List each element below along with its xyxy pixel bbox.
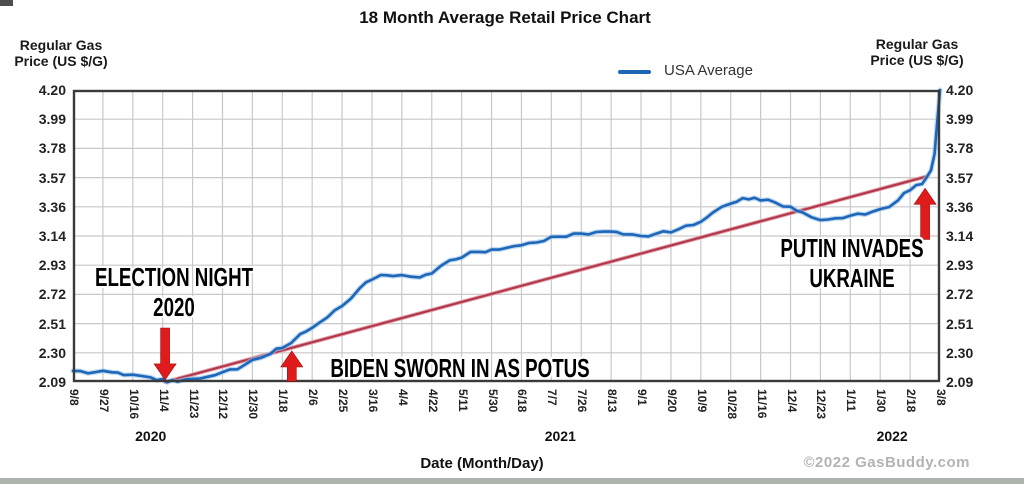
- y-tick-label-right: 2.09: [946, 374, 974, 390]
- x-tick-label: 3/16: [365, 389, 380, 413]
- chart-title: 18 Month Average Retail Price Chart: [359, 8, 651, 27]
- x-tick-label: 2/25: [336, 389, 351, 413]
- x-tick-label: 5/11: [455, 389, 470, 412]
- y-tick-label-right: 3.99: [946, 111, 974, 128]
- y-tick-label-right: 3.14: [946, 228, 974, 244]
- x-tick-label: 2/18: [904, 389, 919, 413]
- x-tick-label: 3/8: [934, 389, 948, 406]
- x-tick-label: 4/4: [395, 389, 410, 406]
- y-tick-label-right: 2.93: [946, 257, 974, 274]
- annotation-text-line: ELECTION NIGHT: [94, 262, 254, 292]
- annotation-label-biden-sworn-in: BIDEN SWORN IN AS POTUS: [280, 353, 640, 383]
- annotation-arrow-election-night: [153, 327, 177, 381]
- y-tick-label-left: 3.78: [38, 140, 66, 157]
- annotation-label-putin-invades-ukraine: PUTIN INVADES UKRAINE: [753, 233, 952, 293]
- legend-line-swatch: [618, 70, 651, 74]
- y-tick-label-left: 2.72: [38, 286, 66, 303]
- y-axis-title-left-line2: Price (US $/G): [14, 53, 108, 69]
- y-axis-title-left-line1: Regular Gas: [19, 37, 103, 53]
- y-axis-title-left: Regular Gas Price (US $/G): [2, 37, 120, 69]
- annotation-arrow-putin-invades-ukraine: [913, 187, 937, 240]
- annotation-text-line: 2020: [153, 292, 195, 322]
- x-tick-label: 1/30: [874, 389, 889, 413]
- annotation-text-line: PUTIN INVADES: [780, 233, 924, 263]
- x-tick-label: 6/18: [515, 389, 530, 413]
- plot-area: [70, 87, 943, 385]
- x-tick-label: 12/4: [784, 389, 799, 413]
- y-tick-label-left: 2.51: [38, 315, 66, 332]
- year-label-2020: 2020: [135, 428, 167, 444]
- y-tick-label-right: 2.72: [946, 286, 974, 303]
- year-label-2022: 2022: [876, 428, 908, 444]
- annotation-text-line: UKRAINE: [809, 263, 895, 293]
- y-tick-label-left: 2.93: [38, 257, 66, 274]
- x-tick-label: 10/9: [694, 389, 709, 413]
- y-tick-label-left: 2.30: [38, 344, 66, 361]
- y-tick-label-left: 3.14: [38, 228, 66, 244]
- watermark: ©2022 GasBuddy.com: [803, 454, 970, 471]
- x-tick-label: 10/28: [724, 389, 739, 420]
- y-tick-label-left: 2.09: [38, 374, 66, 390]
- y-tick-label-right: 3.36: [946, 198, 974, 215]
- usa-average-line: [71, 88, 942, 384]
- plot-border: [72, 89, 941, 383]
- y-axis-title-right-line1: Regular Gas: [875, 36, 959, 52]
- y-tick-label-left: 3.99: [38, 111, 66, 128]
- x-axis-title: Date (Month/Day): [420, 455, 544, 472]
- x-tick-label: 8/13: [605, 389, 620, 413]
- legend-label: USA Average: [664, 62, 753, 79]
- y-tick-label-right: 2.51: [946, 315, 974, 332]
- y-axis-title-right: Regular Gas Price (US $/G): [858, 36, 976, 68]
- x-tick-label: 7/26: [575, 389, 590, 413]
- x-tick-label: 9/20: [664, 389, 679, 413]
- annotation-label-election-night: ELECTION NIGHT 2020: [64, 262, 284, 322]
- x-tick-label: 11/4: [156, 389, 171, 412]
- y-axis-title-right-line2: Price (US $/G): [870, 52, 964, 68]
- x-tick-label: 9/1: [635, 389, 650, 406]
- photo-bottom-edge: [0, 478, 1024, 484]
- year-label-2021: 2021: [544, 428, 576, 444]
- x-tick-label: 2/6: [306, 389, 321, 406]
- x-tick-label: 9/8: [67, 389, 81, 406]
- x-tick-label: 11/16: [754, 389, 769, 419]
- y-tick-label-left: 4.20: [38, 82, 66, 98]
- x-tick-label: 9/27: [96, 389, 111, 413]
- y-tick-label-right: 2.30: [946, 344, 974, 361]
- x-tick-label: 12/30: [246, 389, 261, 420]
- x-tick-label: 1/18: [276, 389, 291, 413]
- x-tick-label: 4/22: [425, 389, 440, 413]
- y-tick-label-left: 3.36: [38, 198, 66, 215]
- x-tick-label: 7/7: [545, 389, 560, 406]
- x-tick-label: 11/23: [186, 389, 201, 419]
- y-tick-label-right: 3.78: [946, 140, 974, 157]
- y-tick-label-right: 3.57: [946, 169, 974, 186]
- y-tick-label-left: 3.57: [38, 169, 66, 186]
- x-tick-label: 10/16: [126, 389, 141, 420]
- annotation-text-line: BIDEN SWORN IN AS POTUS: [330, 353, 590, 383]
- annotation-arrow-biden-sworn-in: [280, 350, 304, 382]
- x-tick-label: 12/12: [216, 389, 231, 420]
- x-tick-label: 12/23: [814, 389, 829, 420]
- photo-corner-artifact: [0, 0, 13, 6]
- x-tick-label: 1/11: [844, 389, 859, 412]
- x-tick-label: 5/30: [485, 389, 500, 413]
- y-tick-label-right: 4.20: [946, 82, 974, 98]
